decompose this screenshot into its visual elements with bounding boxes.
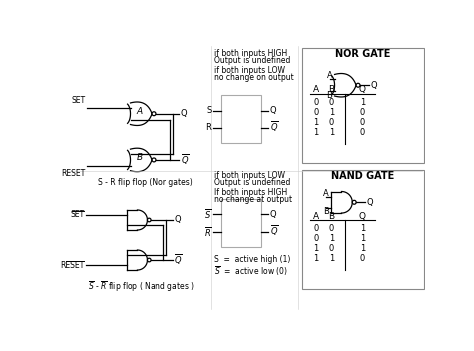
Text: $\overline{Q}$: $\overline{Q}$ [181,152,189,167]
Text: A: A [313,212,319,221]
Text: 0: 0 [329,98,334,107]
Text: 1: 1 [329,128,334,137]
Text: 0: 0 [360,118,365,127]
Bar [302,47,424,163]
Text: 0: 0 [329,244,334,253]
Text: SET: SET [70,211,84,219]
Text: NAND GATE: NAND GATE [331,171,395,181]
Text: A: A [137,107,143,116]
Text: if both inputs LOW: if both inputs LOW [214,172,285,180]
Text: 1: 1 [360,244,365,253]
Text: SET: SET [72,95,86,105]
Bar [220,95,261,143]
Text: $\overline{Q}$: $\overline{Q}$ [270,119,278,134]
Text: Q: Q [359,85,366,94]
Text: NOR GATE: NOR GATE [336,49,391,59]
Text: no change on output: no change on output [214,73,294,82]
Circle shape [352,200,356,204]
Text: $\overline{S}$ - $\overline{R}$ flip flop ( Nand gates ): $\overline{S}$ - $\overline{R}$ flip flo… [88,279,195,294]
Text: 0: 0 [313,98,319,107]
Text: 0: 0 [360,108,365,117]
Text: Q: Q [371,81,377,90]
Text: A: A [327,71,332,80]
Text: B: B [323,207,328,216]
Text: R: R [206,123,211,132]
Text: 1: 1 [313,128,319,137]
Circle shape [147,258,151,262]
Text: 0: 0 [313,224,319,233]
Text: Q: Q [367,198,374,207]
Text: 1: 1 [329,234,334,243]
Text: S: S [206,106,211,115]
Text: 1: 1 [360,234,365,243]
Text: if both inputs HIGH: if both inputs HIGH [214,49,288,58]
Text: B: B [137,153,143,162]
Text: 0: 0 [329,224,334,233]
Text: $\overline{S}$: $\overline{S}$ [204,207,211,221]
Text: $\overline{Q}$: $\overline{Q}$ [174,252,183,267]
Text: $\overline{R}$: $\overline{R}$ [203,225,211,239]
Text: A: A [323,188,328,198]
Text: Q: Q [270,106,276,115]
Circle shape [152,112,156,116]
Text: if both inputs LOW: if both inputs LOW [214,66,285,75]
Text: Q: Q [174,216,181,225]
Text: B: B [328,85,335,94]
Text: A: A [313,85,319,94]
Circle shape [356,83,360,87]
Text: $\overline{S}$  =  active low (0): $\overline{S}$ = active low (0) [214,264,289,278]
Text: $\overline{Q}$: $\overline{Q}$ [270,223,278,238]
Text: B: B [327,91,332,100]
Text: S - R flip flop (Nor gates): S - R flip flop (Nor gates) [98,178,192,187]
Text: 0: 0 [360,128,365,137]
Text: 1: 1 [360,224,365,233]
Text: If both inputs HIGH: If both inputs HIGH [214,188,288,197]
Text: 1: 1 [313,118,319,127]
Text: 0: 0 [313,234,319,243]
Text: 1: 1 [329,108,334,117]
Text: 0: 0 [360,254,365,263]
Text: 1: 1 [360,98,365,107]
Text: Q: Q [181,109,187,118]
Text: Q: Q [270,210,276,219]
Text: 1: 1 [329,254,334,263]
Text: RESET: RESET [60,260,84,270]
Text: 0: 0 [329,118,334,127]
Text: 0: 0 [313,108,319,117]
Bar [220,199,261,247]
Circle shape [147,218,151,222]
Text: 1: 1 [313,254,319,263]
Text: Q: Q [359,212,366,221]
Text: RESET: RESET [62,169,86,178]
Text: S  =  active high (1): S = active high (1) [214,254,291,264]
Bar [302,170,424,289]
Text: 1: 1 [313,244,319,253]
Circle shape [152,158,156,162]
Text: B: B [328,212,335,221]
Text: no change at output: no change at output [214,196,292,204]
Text: Output is undefined: Output is undefined [214,56,291,65]
Text: Output is undefined: Output is undefined [214,178,291,187]
